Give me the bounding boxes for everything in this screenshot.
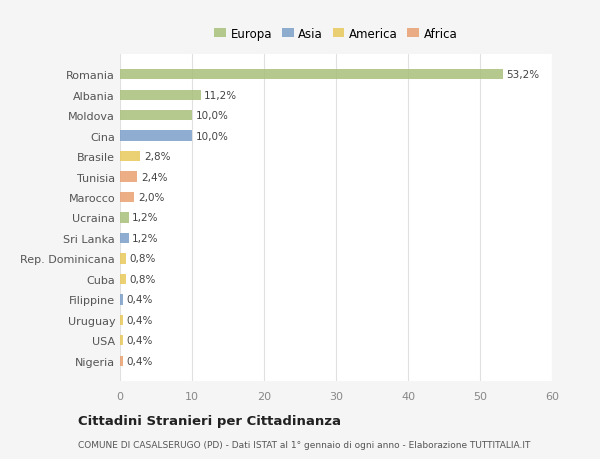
Bar bbox=[120, 213, 128, 223]
Bar bbox=[120, 192, 134, 203]
Text: Cittadini Stranieri per Cittadinanza: Cittadini Stranieri per Cittadinanza bbox=[78, 414, 341, 428]
Legend: Europa, Asia, America, Africa: Europa, Asia, America, Africa bbox=[212, 25, 460, 43]
Bar bbox=[120, 315, 123, 325]
Bar bbox=[120, 151, 140, 162]
Text: 0,4%: 0,4% bbox=[127, 315, 153, 325]
Text: 2,4%: 2,4% bbox=[141, 172, 167, 182]
Text: 1,2%: 1,2% bbox=[132, 213, 159, 223]
Bar bbox=[120, 254, 126, 264]
Text: 0,8%: 0,8% bbox=[130, 274, 156, 284]
Bar bbox=[120, 336, 123, 346]
Text: 2,8%: 2,8% bbox=[144, 152, 170, 162]
Text: 10,0%: 10,0% bbox=[196, 131, 229, 141]
Bar bbox=[120, 295, 123, 305]
Bar bbox=[120, 356, 123, 366]
Bar bbox=[120, 172, 137, 182]
Text: 10,0%: 10,0% bbox=[196, 111, 229, 121]
Text: 11,2%: 11,2% bbox=[204, 90, 238, 101]
Bar bbox=[120, 70, 503, 80]
Text: 0,4%: 0,4% bbox=[127, 356, 153, 366]
Text: 0,8%: 0,8% bbox=[130, 254, 156, 264]
Text: 1,2%: 1,2% bbox=[132, 234, 159, 243]
Text: 53,2%: 53,2% bbox=[506, 70, 540, 80]
Bar bbox=[120, 90, 200, 101]
Bar bbox=[120, 131, 192, 141]
Text: 2,0%: 2,0% bbox=[138, 193, 164, 202]
Bar bbox=[120, 274, 126, 285]
Bar bbox=[120, 233, 128, 244]
Bar bbox=[120, 111, 192, 121]
Text: 0,4%: 0,4% bbox=[127, 295, 153, 305]
Text: 0,4%: 0,4% bbox=[127, 336, 153, 346]
Text: COMUNE DI CASALSERUGO (PD) - Dati ISTAT al 1° gennaio di ogni anno - Elaborazion: COMUNE DI CASALSERUGO (PD) - Dati ISTAT … bbox=[78, 441, 530, 449]
